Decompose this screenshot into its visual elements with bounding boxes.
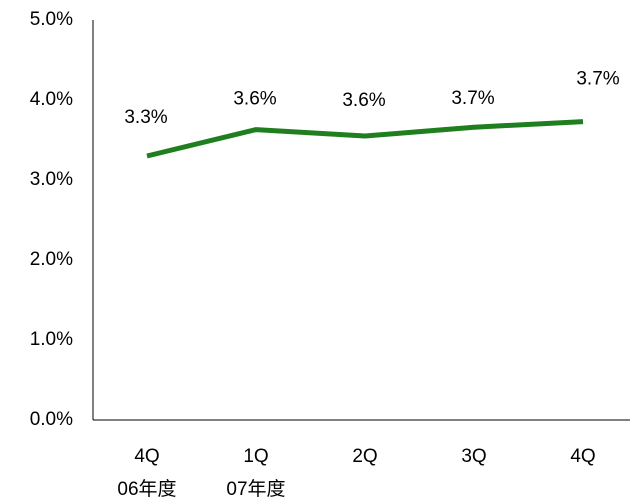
data-label: 3.3% — [124, 107, 167, 128]
data-label: 3.6% — [342, 90, 385, 111]
y-tick-label: 0.0% — [30, 409, 73, 430]
data-label: 3.7% — [451, 88, 494, 109]
x-tick-label: 3Q — [461, 446, 486, 467]
x-tick-label: 2Q — [352, 446, 377, 467]
x-tick-label: 1Q — [243, 446, 268, 467]
data-label: 3.6% — [233, 89, 276, 110]
y-tick-label: 5.0% — [30, 9, 73, 30]
x-tick-label: 4Q — [134, 446, 159, 467]
series-line — [146, 119, 584, 159]
data-labels: 3.3% 3.6% 3.6% 3.7% 3.7% — [124, 69, 619, 128]
x-tick-sublabel: 07年度 — [226, 478, 285, 500]
y-tick-label: 4.0% — [30, 89, 73, 110]
y-tick-label: 2.0% — [30, 249, 73, 270]
x-tick-sublabel: 06年度 — [117, 478, 176, 500]
y-tick-label: 3.0% — [30, 169, 73, 190]
series-layer — [146, 119, 584, 159]
x-tick-labels: 4Q 06年度 1Q 07年度 2Q 3Q 4Q — [117, 446, 595, 500]
x-tick-label: 4Q — [570, 446, 595, 467]
y-tick-label: 1.0% — [30, 329, 73, 350]
axes — [92, 20, 630, 421]
y-tick-labels: 0.0% 1.0% 2.0% 3.0% 4.0% 5.0% — [30, 9, 73, 430]
data-label: 3.7% — [576, 69, 619, 90]
